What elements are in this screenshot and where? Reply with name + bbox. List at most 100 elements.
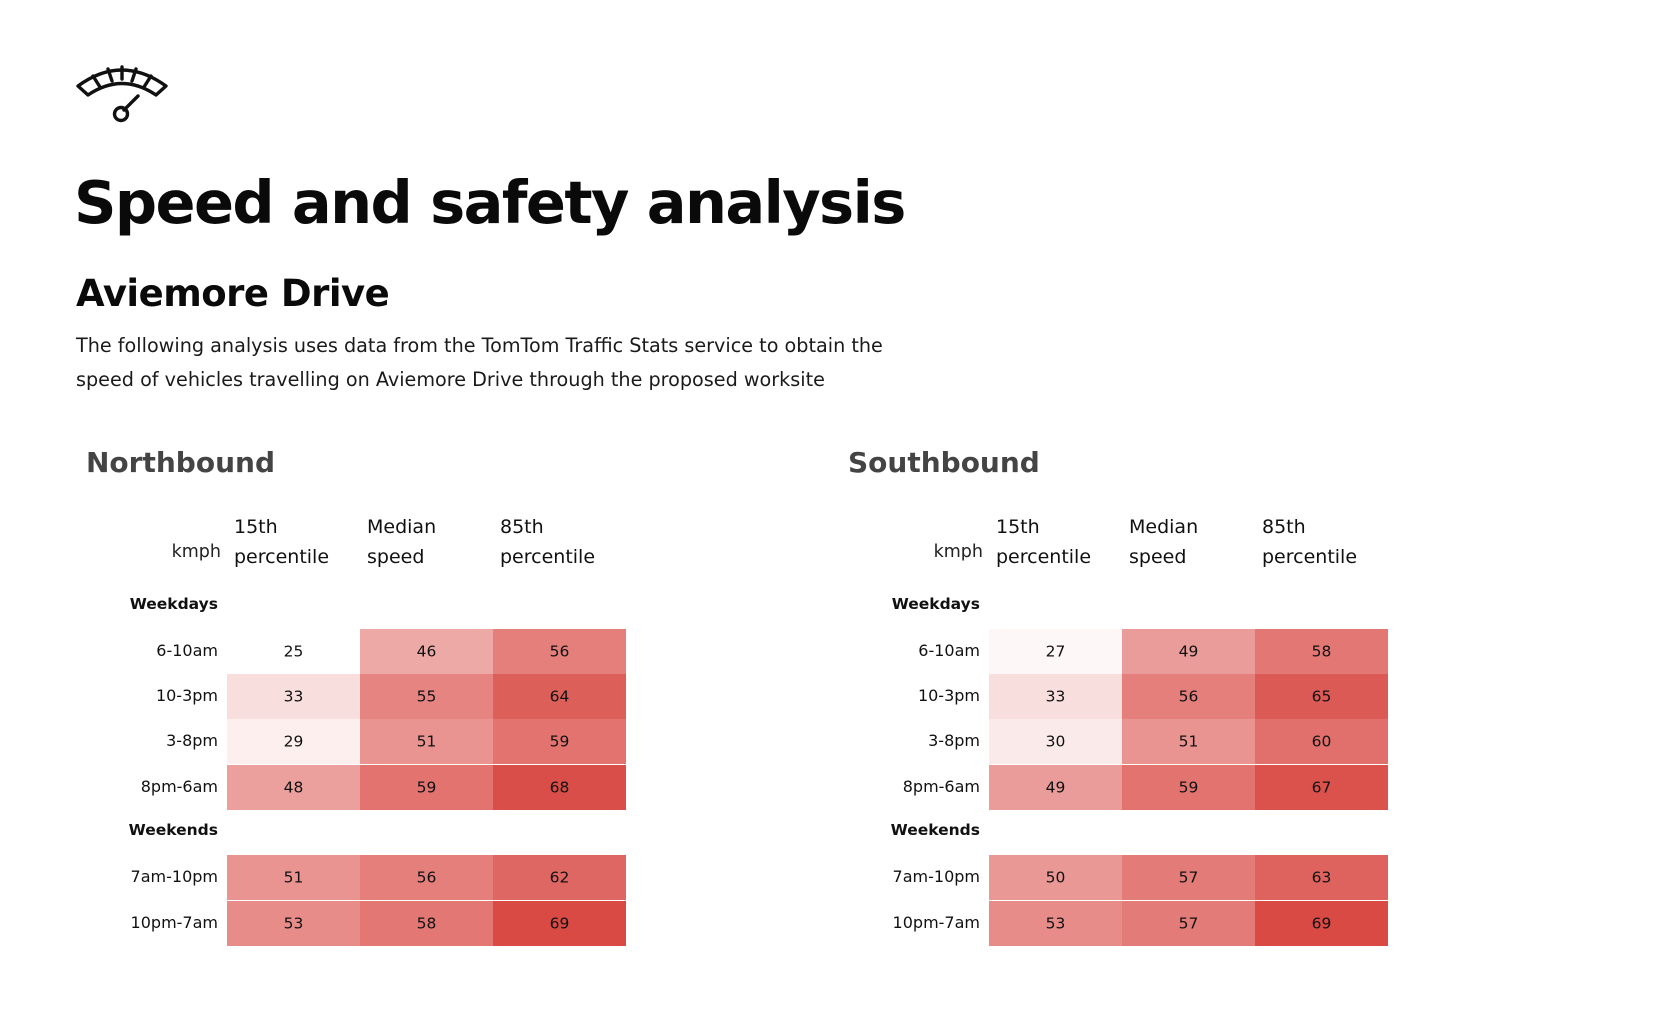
heat-cell	[989, 719, 1122, 764]
column-header-line: 15th	[996, 516, 1040, 538]
column-header-15th: 15th percentile	[996, 512, 1126, 572]
heat-cell	[1255, 901, 1388, 946]
row-label: 10pm-7am	[892, 913, 980, 932]
heat-cell	[227, 765, 360, 810]
column-header-line: speed	[1129, 546, 1187, 568]
group-label-weekends: Weekends	[128, 821, 218, 839]
column-header-15th: 15th percentile	[234, 512, 364, 572]
column-header-85th: 85th percentile	[1262, 512, 1392, 572]
row-label: 8pm-6am	[140, 777, 218, 796]
heat-cell	[1255, 674, 1388, 719]
heat-cell-value: 33	[284, 688, 304, 706]
heat-cell-value: 65	[1312, 688, 1332, 706]
column-header-median: Median speed	[367, 512, 497, 572]
column-header-line: 85th	[500, 516, 544, 538]
heat-cell	[1255, 719, 1388, 764]
heat-cell	[989, 629, 1122, 674]
heat-cell-value: 49	[1046, 779, 1066, 797]
heat-cell-value: 56	[1179, 688, 1199, 706]
heat-cell-value: 60	[1312, 733, 1332, 751]
heat-cell-value: 63	[1312, 869, 1332, 887]
row-label: 7am-10pm	[892, 867, 980, 886]
heat-cell	[989, 855, 1122, 900]
heat-cell-value: 67	[1312, 779, 1332, 797]
column-header-line: percentile	[996, 546, 1092, 568]
row-label: 10-3pm	[155, 686, 218, 705]
heat-cell	[493, 629, 626, 674]
row-label: 10pm-7am	[130, 913, 218, 932]
row-label: 7am-10pm	[130, 867, 218, 886]
column-header-line: speed	[367, 546, 425, 568]
heat-cell	[989, 901, 1122, 946]
column-header-median: Median speed	[1129, 512, 1259, 572]
heat-cell-value: 59	[417, 779, 437, 797]
column-header-line: Median	[1129, 516, 1199, 538]
column-header-line: percentile	[500, 546, 596, 568]
heat-cell-value: 69	[1312, 915, 1332, 933]
row-label: 10-3pm	[917, 686, 980, 705]
heat-cell-value: 30	[1046, 733, 1066, 751]
column-header-line: percentile	[1262, 546, 1358, 568]
column-header-85th: 85th percentile	[500, 512, 630, 572]
heat-cell	[493, 855, 626, 900]
heat-cell	[1122, 674, 1255, 719]
heat-cell-value: 56	[417, 869, 437, 887]
heat-cell-value: 50	[1046, 869, 1066, 887]
heat-cell	[227, 719, 360, 764]
heat-cell	[360, 629, 493, 674]
row-label: 3-8pm	[928, 731, 980, 750]
unit-label: kmph	[171, 542, 221, 562]
heat-cell	[493, 674, 626, 719]
heat-cell-value: 53	[284, 915, 304, 933]
heat-cell-value: 57	[1179, 869, 1199, 887]
heat-cell-value: 29	[284, 733, 304, 751]
heat-cell-value: 68	[550, 779, 570, 797]
page-subtitle: Aviemore Drive	[76, 272, 390, 315]
heat-cell	[227, 674, 360, 719]
heat-cell	[1255, 629, 1388, 674]
description-line-1: The following analysis uses data from th…	[76, 334, 883, 357]
row-label: 6-10am	[918, 641, 980, 660]
column-header-line: percentile	[234, 546, 330, 568]
heat-cell-value: 64	[550, 688, 570, 706]
heat-cell	[1122, 765, 1255, 810]
heat-cell	[989, 765, 1122, 810]
heat-cell-value: 59	[1179, 779, 1199, 797]
heat-cell-value: 51	[417, 733, 437, 751]
heat-cell-value: 59	[550, 733, 570, 751]
heat-cell	[360, 765, 493, 810]
heat-cell	[227, 629, 360, 674]
description-line-2: speed of vehicles travelling on Aviemore…	[76, 368, 825, 391]
heat-cell	[1122, 855, 1255, 900]
heat-cell	[227, 901, 360, 946]
speedometer-icon	[76, 65, 168, 123]
heat-cell-value: 46	[417, 643, 437, 661]
row-label: 8pm-6am	[902, 777, 980, 796]
group-label-weekends: Weekends	[890, 821, 980, 839]
heat-cell-value: 57	[1179, 915, 1199, 933]
column-header-line: 15th	[234, 516, 278, 538]
row-label: 6-10am	[156, 641, 218, 660]
heat-cell-value: 69	[550, 915, 570, 933]
panel-title: Northbound	[86, 446, 275, 479]
heat-cell-value: 62	[550, 869, 570, 887]
northbound-panel: Northbound 15th percentile Median speed 85…	[76, 446, 796, 966]
heat-cell	[1122, 719, 1255, 764]
panel-title: Southbound	[848, 446, 1040, 479]
heat-cell-value: 55	[417, 688, 437, 706]
heat-cell	[360, 855, 493, 900]
heat-cell	[1122, 901, 1255, 946]
heat-cell-value: 58	[417, 915, 437, 933]
heat-cell-value: 56	[550, 643, 570, 661]
heat-cell	[1122, 629, 1255, 674]
southbound-heatmap: 27 49 58 33 56 65 30 51 60 49 59 67 50 57 63 53 57 69	[989, 629, 1388, 946]
heat-cell	[493, 901, 626, 946]
heat-cell-value: 51	[1179, 733, 1199, 751]
heat-cell-value: 33	[1046, 688, 1066, 706]
heat-cell	[989, 674, 1122, 719]
row-label: 3-8pm	[166, 731, 218, 750]
heat-cell	[360, 901, 493, 946]
heat-cell	[1255, 855, 1388, 900]
heat-cell	[1255, 765, 1388, 810]
southbound-panel: Southbound 15th percentile Median speed 85…	[838, 446, 1558, 966]
